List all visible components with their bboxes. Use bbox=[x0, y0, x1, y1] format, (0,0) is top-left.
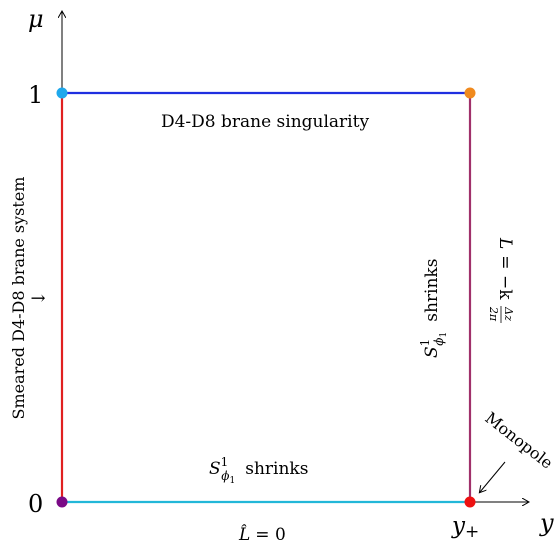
left-edge-label: Smeared D4-D8 brane system bbox=[9, 177, 28, 420]
corner-top-right bbox=[464, 87, 476, 99]
x-axis-label: y bbox=[539, 509, 554, 537]
bottom-shrinks-label: S1 ϕ1shrinks bbox=[209, 455, 308, 486]
tick-0: 0 bbox=[28, 490, 43, 518]
corner-top-left bbox=[56, 87, 68, 99]
left-edge-arrow: → bbox=[30, 288, 45, 309]
tick-y-plus: y+ bbox=[451, 513, 479, 542]
corner-bottom-left bbox=[56, 496, 68, 508]
right-condition: L= −k Δz 2π bbox=[487, 237, 515, 323]
monopole-pointer bbox=[480, 461, 506, 492]
svg-text:2π: 2π bbox=[487, 306, 500, 322]
bottom-condition: L̂ = 0 bbox=[238, 525, 286, 545]
y-axis-label: μ bbox=[28, 5, 44, 33]
corner-bottom-right bbox=[464, 496, 476, 508]
right-shrinks-label: S1ϕ1shrinks bbox=[418, 259, 449, 358]
monopole-label: Monopole bbox=[482, 408, 556, 472]
svg-text:Δz: Δz bbox=[502, 306, 515, 321]
top-edge-label: D4-D8 brane singularity bbox=[161, 112, 370, 132]
tick-1: 1 bbox=[28, 81, 43, 109]
svg-text:L= −k: L= −k bbox=[495, 237, 515, 300]
